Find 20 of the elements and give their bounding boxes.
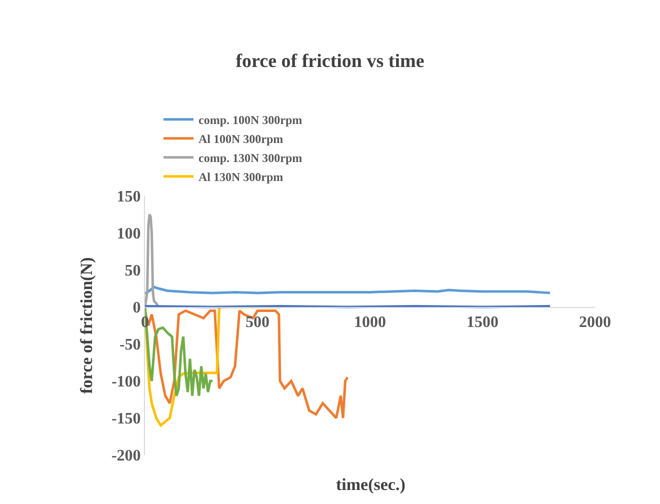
y-tick-label: 0 — [132, 300, 141, 317]
x-tick-label: 1000 — [354, 314, 386, 332]
y-tick-label: -150 — [111, 410, 141, 428]
x-tick-label: 500 — [246, 314, 270, 332]
y-tick-label: -50 — [119, 336, 141, 354]
x-tick-label: 1500 — [466, 314, 498, 332]
legend-label: comp. 130N 300rpm — [198, 151, 302, 165]
line-series — [145, 286, 552, 295]
x-tick-label: 2000 — [579, 314, 611, 332]
legend-label: Al 100N 300rpm — [198, 132, 284, 146]
legend-label: Al 130N 300rpm — [198, 170, 284, 184]
x-axis-title: time(sec.) — [336, 475, 406, 494]
y-tick-label: -100 — [111, 374, 141, 391]
legend-label: comp. 100N 300rpm — [198, 113, 302, 127]
y-tick-label: -200 — [111, 448, 141, 465]
y-tick-label: 50 — [124, 262, 141, 280]
y-axis-title: force of friction(N) — [77, 257, 96, 394]
y-tick-label: 150 — [116, 188, 141, 206]
y-tick-label: 100 — [116, 226, 141, 243]
chart-title: force of friction vs time — [236, 51, 424, 72]
